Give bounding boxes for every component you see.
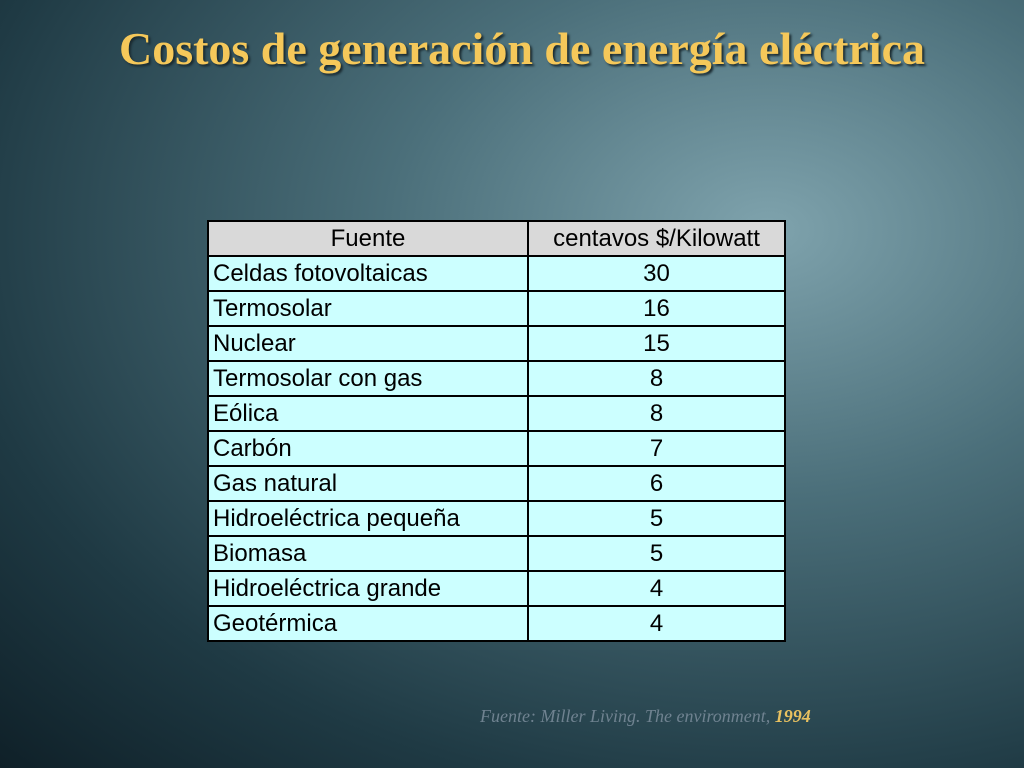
source-cell: Eólica: [207, 395, 529, 432]
table-row: Nuclear 15: [207, 325, 786, 362]
source-cell: Geotérmica: [207, 605, 529, 642]
table-row: Termosolar 16: [207, 290, 786, 327]
source-cell: Carbón: [207, 430, 529, 467]
source-year: 1994: [774, 706, 811, 726]
table-row: Termosolar con gas 8: [207, 360, 786, 397]
table-body: Celdas fotovoltaicas 30 Termosolar 16 Nuclea…: [207, 255, 786, 642]
cost-cell: 16: [527, 290, 786, 327]
cost-cell: 5: [527, 535, 786, 572]
table-row: Hidroeléctrica pequeña 5: [207, 500, 786, 537]
cost-cell: 4: [527, 570, 786, 607]
table-row: Celdas fotovoltaicas 30: [207, 255, 786, 292]
header-row: Fuente centavos $/Kilowatt: [207, 220, 786, 257]
cost-cell: 30: [527, 255, 786, 292]
source-cell: Nuclear: [207, 325, 529, 362]
source-note: Fuente: Miller Living. The environment, …: [480, 706, 811, 727]
cost-cell: 6: [527, 465, 786, 502]
table-row: Hidroeléctrica grande 4: [207, 570, 786, 607]
source-cell: Hidroeléctrica grande: [207, 570, 529, 607]
table-row: Biomasa 5: [207, 535, 786, 572]
cost-cell: 8: [527, 395, 786, 432]
table-row: Gas natural 6: [207, 465, 786, 502]
source-cell: Termosolar: [207, 290, 529, 327]
cost-cell: 15: [527, 325, 786, 362]
cost-cell: 4: [527, 605, 786, 642]
table-row: Carbón 7: [207, 430, 786, 467]
cost-table: Fuente centavos $/Kilowatt Celdas fotovo…: [207, 220, 786, 642]
header-cell: Fuente: [207, 220, 529, 257]
source-cell: Gas natural: [207, 465, 529, 502]
slide-title: Costos de generación de energía eléctric…: [118, 23, 926, 74]
header-cell: centavos $/Kilowatt: [527, 220, 786, 257]
source-cell: Termosolar con gas: [207, 360, 529, 397]
table-row: Geotérmica 4: [207, 605, 786, 642]
table-row: Eólica 8: [207, 395, 786, 432]
source-cell: Hidroeléctrica pequeña: [207, 500, 529, 537]
source-cell: Biomasa: [207, 535, 529, 572]
source-cell: Celdas fotovoltaicas: [207, 255, 529, 292]
source-text: Fuente: Miller Living. The environment,: [480, 706, 771, 726]
cost-cell: 5: [527, 500, 786, 537]
cost-cell: 7: [527, 430, 786, 467]
cost-cell: 8: [527, 360, 786, 397]
